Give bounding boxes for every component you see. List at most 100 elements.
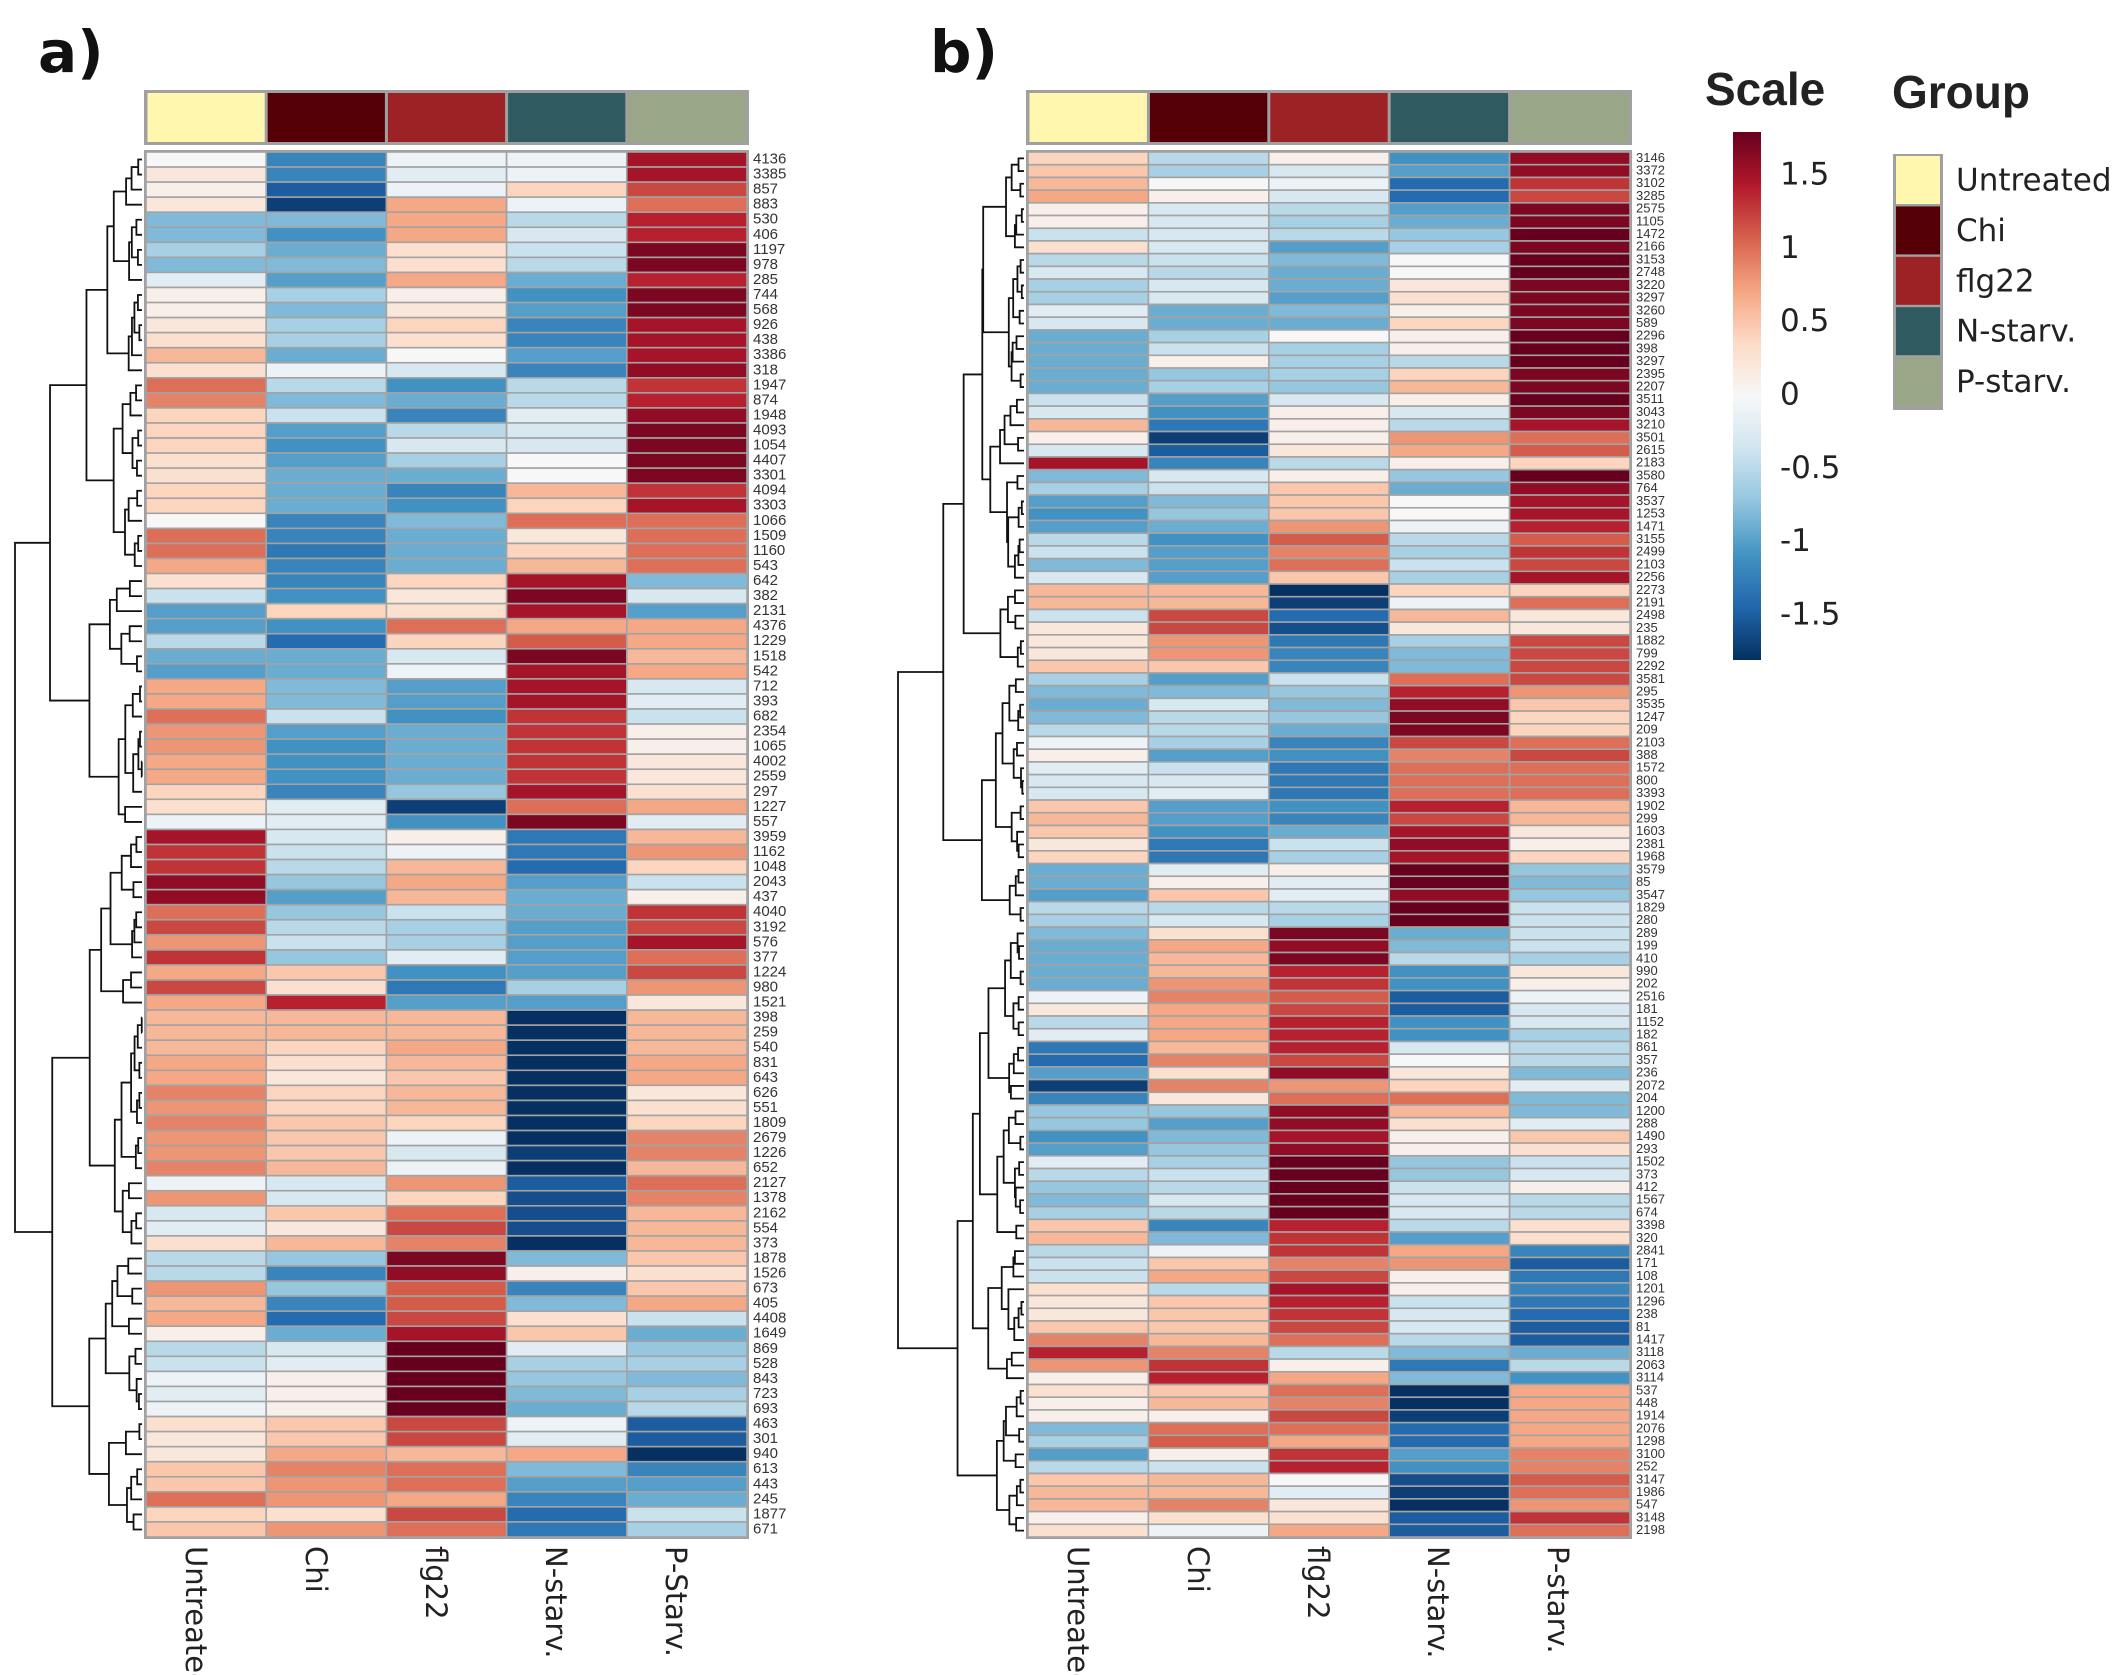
heatmap-cell [1027, 557, 1150, 573]
dendrogram-branch [131, 316, 142, 357]
dendrogram-branch [1002, 1129, 1015, 1184]
annotation-cell-flg22 [1270, 93, 1388, 142]
group-swatch [1896, 206, 1940, 255]
heatmap-cell [385, 1069, 508, 1087]
heatmap-cell [625, 572, 748, 590]
heatmap-cell [1268, 519, 1391, 534]
heatmap-cell [1508, 1129, 1631, 1144]
heatmap-cell [625, 873, 748, 891]
heatmap-cell [1027, 735, 1150, 751]
group-label: Untreated [1956, 163, 2112, 199]
heatmap-cell [1147, 456, 1270, 471]
heatmap-cell [385, 1310, 508, 1328]
annotation-cell-nstarv [1390, 93, 1509, 142]
dendrogram-branch [1010, 811, 1021, 843]
heatmap-cell [385, 316, 508, 334]
heatmap-cell [1268, 989, 1391, 1005]
dendrogram-branch [132, 881, 142, 899]
row-label: 652 [753, 1159, 778, 1176]
heatmap-cell [1147, 1218, 1270, 1233]
heatmap-cell [505, 1039, 628, 1057]
heatmap-cell [1147, 329, 1270, 344]
dendrogram-branch [136, 459, 142, 477]
heatmap-cell [1268, 583, 1391, 598]
heatmap-cell [1027, 672, 1150, 687]
heatmap-cell [1027, 862, 1150, 878]
heatmap-cell [1027, 202, 1150, 217]
heatmap-cell [265, 301, 388, 319]
heatmap-cell [1027, 570, 1150, 585]
heatmap-cell [1388, 1459, 1511, 1475]
dendrogram-branch [1019, 1389, 1024, 1405]
heatmap-cell [1027, 659, 1150, 674]
group-swatch [1896, 357, 1940, 406]
dendrogram-branch [1014, 589, 1024, 604]
heatmap-cell [385, 1340, 508, 1358]
heatmap-cell [1268, 341, 1391, 357]
row-label: 3297 [1636, 290, 1665, 305]
heatmap-cell [505, 1280, 628, 1297]
heatmap-cell [265, 934, 388, 951]
row-label: 245 [753, 1490, 778, 1507]
heatmap-cell [1268, 176, 1391, 191]
row-label: 1227 [753, 798, 786, 815]
row-label: 1162 [753, 843, 785, 860]
heatmap-cell [505, 196, 628, 214]
dendrogram-branch [111, 1280, 129, 1328]
heatmap-cell [385, 783, 508, 801]
row-label: 1226 [753, 1144, 786, 1161]
heatmap-cell [1268, 977, 1391, 992]
column-label: Untreated [1061, 1546, 1095, 1675]
heatmap-cell [145, 979, 267, 996]
heatmap-cell [1147, 1523, 1270, 1538]
heatmap-cell [145, 753, 267, 771]
heatmap-cell [1268, 1371, 1391, 1386]
row-label: 723 [753, 1385, 778, 1402]
heatmap-cell [1027, 773, 1150, 789]
row-label: 4093 [753, 421, 786, 438]
row-label: 238 [1636, 1306, 1658, 1321]
heatmap-cell [1147, 1345, 1270, 1360]
dendrogram-branch [117, 738, 126, 816]
row-label: 557 [753, 813, 778, 830]
heatmap-cell [1388, 1320, 1511, 1335]
heatmap-cell [265, 1174, 388, 1192]
heatmap-cell [265, 1355, 388, 1373]
heatmap-cell [1508, 506, 1631, 522]
heatmap-cell [385, 482, 508, 500]
heatmap-cell [1147, 265, 1270, 280]
heatmap-cell [1027, 418, 1150, 433]
heatmap-cell [1388, 443, 1511, 458]
heatmap-cell [265, 617, 388, 635]
row-label: 1296 [1636, 1293, 1665, 1308]
heatmap-cell [625, 1265, 748, 1282]
heatmap-cell [1147, 621, 1270, 636]
heatmap-cell [1268, 379, 1391, 395]
heatmap-cell [1268, 621, 1391, 636]
heatmap-cell [385, 753, 508, 771]
heatmap-cell [1027, 1447, 1150, 1462]
heatmap-cell [1027, 595, 1150, 611]
heatmap-cell [265, 1521, 388, 1538]
dendrogram-branch [981, 268, 991, 481]
dendrogram-branch [136, 1024, 142, 1049]
heatmap-cell [1508, 608, 1631, 623]
heatmap-cell [1268, 1205, 1391, 1221]
dendrogram-branch [942, 502, 982, 842]
heatmap-cell [1027, 316, 1150, 331]
heatmap-cell [1508, 354, 1631, 369]
row-label: 673 [753, 1280, 778, 1297]
row-label: 674 [1636, 1204, 1658, 1219]
row-label: 1948 [753, 406, 786, 423]
heatmap-cell [1388, 303, 1511, 318]
dendrogram-branch [1018, 309, 1024, 325]
heatmap-cell [1268, 316, 1391, 331]
annotation-cell-chi [1149, 93, 1268, 142]
heatmap-cell [1388, 1523, 1511, 1538]
dendrogram-branch [135, 384, 142, 402]
heatmap-cell [145, 512, 267, 530]
heatmap-cell [625, 226, 748, 244]
heatmap-cell [1027, 811, 1150, 827]
heatmap-cell [505, 452, 628, 469]
heatmap-cell [1268, 456, 1391, 471]
